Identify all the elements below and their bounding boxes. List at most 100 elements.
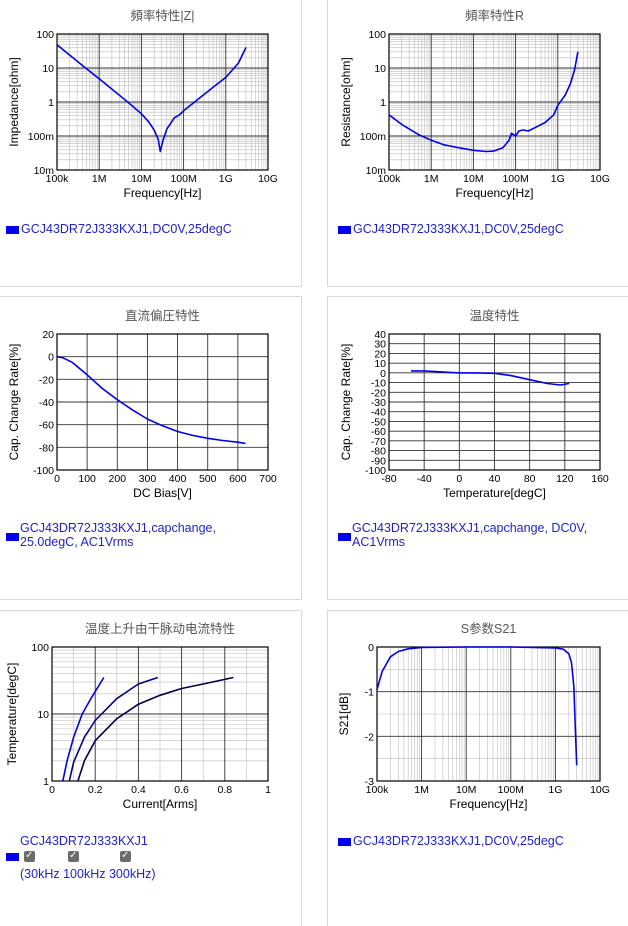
- legend-swatch: [338, 533, 351, 541]
- chart-title: 頻率特性R: [465, 8, 524, 23]
- x-tick-label: 1G: [548, 784, 562, 796]
- legend-label: GCJ43DR72J333KXJ1,DC0V,25degC: [353, 834, 564, 848]
- y-tick-label: 30: [374, 339, 386, 351]
- y-tick-label: 100: [31, 642, 49, 654]
- x-tick-label: 10M: [131, 173, 151, 185]
- legend-temp-line1: GCJ43DR72J333KXJ1,capchange, DC0V,: [352, 521, 588, 535]
- x-axis-label: Frequency[Hz]: [449, 797, 527, 811]
- x-tick-label: 0: [456, 473, 462, 485]
- legend-impedance: GCJ43DR72J333KXJ1,DC0V,25degC: [6, 222, 232, 236]
- x-tick-label: 100k: [46, 173, 70, 185]
- legend-resistance: GCJ43DR72J333KXJ1,DC0V,25degC: [338, 222, 564, 236]
- plot-frame: [388, 33, 601, 171]
- x-tick-label: 1G: [551, 173, 565, 185]
- chart-title: 温度特性: [469, 308, 519, 323]
- ripple-current-chart: 温度上升由干脉动电流特性 0 0.2 0.4 0.6 0.8 1 1 10 100 Current[…: [5, 621, 271, 811]
- y-tick-label: 100: [36, 29, 54, 41]
- x-tick-label: 100k: [366, 784, 390, 796]
- legend-label: GCJ43DR72J333KXJ1,DC0V,25degC: [21, 222, 232, 236]
- x-tick-label: 1G: [219, 173, 233, 185]
- y-tick-label: -40: [39, 397, 54, 409]
- x-tick-label: 100M: [498, 784, 524, 796]
- plot-frame: [51, 646, 269, 782]
- checkbox-300khz[interactable]: [120, 850, 131, 862]
- chart-panel-ripple: 温度上升由干脉动电流特性 0 0.2 0.4 0.6 0.8 1 1 10 100 Current[…: [0, 610, 302, 926]
- x-tick-label: -80: [381, 473, 396, 485]
- y-tick-label: 100: [368, 29, 386, 41]
- chart-panel-s21: S参数S21 100k 1M 10M 100M 1G 10G 0 -1 -2 -3 Frequency…: [327, 610, 628, 926]
- y-tick-label: -30: [371, 397, 386, 409]
- x-axis-label: Frequency[Hz]: [123, 186, 201, 200]
- y-tick-label: 10m: [366, 165, 387, 177]
- x-tick-label: 10M: [456, 784, 476, 796]
- checkbox-30khz[interactable]: [24, 850, 35, 862]
- chart-panel-resistance: 頻率特性R 100k 1M 10M 100M 1G 10G 10m 100m 1 10 100 Freq…: [327, 0, 628, 287]
- x-tick-label: 100: [78, 473, 96, 485]
- chart-title: 直流偏圧特性: [125, 308, 200, 323]
- y-tick-label: 20: [374, 348, 386, 360]
- y-tick-label: 20: [42, 329, 54, 341]
- plot-frame: [388, 333, 601, 471]
- x-axis-label: Frequency[Hz]: [455, 186, 533, 200]
- x-tick-label: 0.2: [88, 784, 103, 796]
- y-tick-label: -20: [371, 387, 386, 399]
- x-tick-label: 10G: [590, 173, 610, 185]
- y-tick-label: -70: [371, 436, 386, 448]
- y-tick-label: 1: [380, 97, 386, 109]
- legend-s21: GCJ43DR72J333KXJ1,DC0V,25degC: [338, 834, 564, 848]
- y-tick-label: 10m: [34, 165, 55, 177]
- series-line: [68, 676, 159, 782]
- x-tick-label: 100M: [170, 173, 196, 185]
- x-tick-label: 200: [109, 473, 127, 485]
- x-tick-label: 600: [229, 473, 247, 485]
- series-line: [376, 646, 578, 766]
- chart-panel-temperature: 温度特性 -80 -40 0 40 80 120 160 40 30 20 10 0 -10 -20 -30-…: [327, 296, 628, 600]
- legend-freq-300khz: 300kHz): [108, 867, 156, 881]
- x-tick-label: 300: [139, 473, 157, 485]
- x-tick-label: -40: [417, 473, 432, 485]
- y-tick-label: -1: [365, 687, 374, 699]
- y-tick-label: -80: [371, 446, 386, 458]
- y-tick-label: 100m: [360, 131, 387, 143]
- temperature-chart: 温度特性-80 -40 0 40 80 120 160403020100-10-20-30-…: [339, 308, 609, 500]
- y-tick-label: -2: [365, 731, 374, 743]
- y-tick-label: 10: [374, 358, 386, 370]
- x-tick-label: 10G: [590, 784, 610, 796]
- y-tick-label: 10: [42, 63, 54, 75]
- impedance-chart: 頻率特性|Z| 100k 1M 10M 100M 1G 10G 10m 100m 1 10 100 Fr…: [7, 8, 278, 200]
- y-axis-label: Impedance[ohm]: [7, 57, 21, 146]
- legend-ripple-title: GCJ43DR72J333KXJ1: [20, 834, 148, 848]
- y-tick-label: 40: [374, 329, 386, 341]
- x-tick-label: 10M: [463, 173, 483, 185]
- x-tick-label: 1M: [92, 173, 107, 185]
- y-tick-label: 1: [43, 776, 49, 788]
- x-tick-label: 100M: [502, 173, 528, 185]
- x-tick-label: 0: [49, 784, 55, 796]
- y-tick-label: -50: [371, 416, 386, 428]
- y-tick-label: 0: [48, 352, 54, 364]
- y-axis-label: Resistance[ohm]: [339, 57, 353, 146]
- x-tick-label: 1: [265, 784, 271, 796]
- y-tick-label: 1: [48, 97, 54, 109]
- y-axis-label: Cap. Change Rate[%]: [7, 344, 21, 461]
- x-axis-label: DC Bias[V]: [133, 486, 192, 500]
- y-tick-label: -90: [371, 455, 386, 467]
- legend-freq-labels: (30kHz 100kHz 300kHz): [20, 867, 156, 881]
- series-line: [388, 51, 579, 153]
- s21-chart: S参数S21 100k 1M 10M 100M 1G 10G 0 -1 -2 -3 Frequency…: [337, 621, 610, 811]
- legend-swatch: [6, 533, 19, 541]
- legend-dc-line1: GCJ43DR72J333KXJ1,capchange,: [20, 521, 216, 535]
- checkbox-100khz[interactable]: [68, 850, 79, 862]
- x-tick-label: 40: [489, 473, 501, 485]
- series-line: [411, 370, 570, 386]
- y-tick-label: -100: [365, 465, 386, 477]
- chart-title: 温度上升由干脉动电流特性: [85, 621, 235, 636]
- x-tick-label: 400: [169, 473, 187, 485]
- y-tick-label: -40: [371, 407, 386, 419]
- x-tick-label: 80: [524, 473, 536, 485]
- resistance-chart: 頻率特性R 100k 1M 10M 100M 1G 10G 10m 100m 1 10 100 Freq…: [339, 8, 610, 200]
- x-tick-label: 0.6: [174, 784, 189, 796]
- y-tick-label: -60: [371, 426, 386, 438]
- chart-panel-dc-bias: 直流偏圧特性 0 100 200 300 400 500 600 700 20 0 -20 -40 -60…: [0, 296, 302, 600]
